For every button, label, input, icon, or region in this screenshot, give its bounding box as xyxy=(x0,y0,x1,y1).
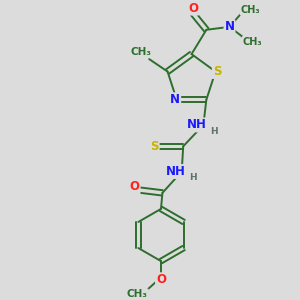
Text: N: N xyxy=(170,93,180,106)
Text: CH₃: CH₃ xyxy=(130,47,152,57)
Text: N: N xyxy=(224,20,235,33)
Text: H: H xyxy=(210,127,218,136)
Text: O: O xyxy=(188,2,198,15)
Text: NH: NH xyxy=(166,165,186,178)
Text: CH₃: CH₃ xyxy=(127,289,148,299)
Text: S: S xyxy=(213,65,221,78)
Text: NH: NH xyxy=(187,118,207,131)
Text: H: H xyxy=(189,173,197,182)
Text: O: O xyxy=(156,273,166,286)
Text: CH₃: CH₃ xyxy=(241,4,260,15)
Text: O: O xyxy=(130,180,140,194)
Text: CH₃: CH₃ xyxy=(243,37,262,47)
Text: S: S xyxy=(150,140,159,153)
